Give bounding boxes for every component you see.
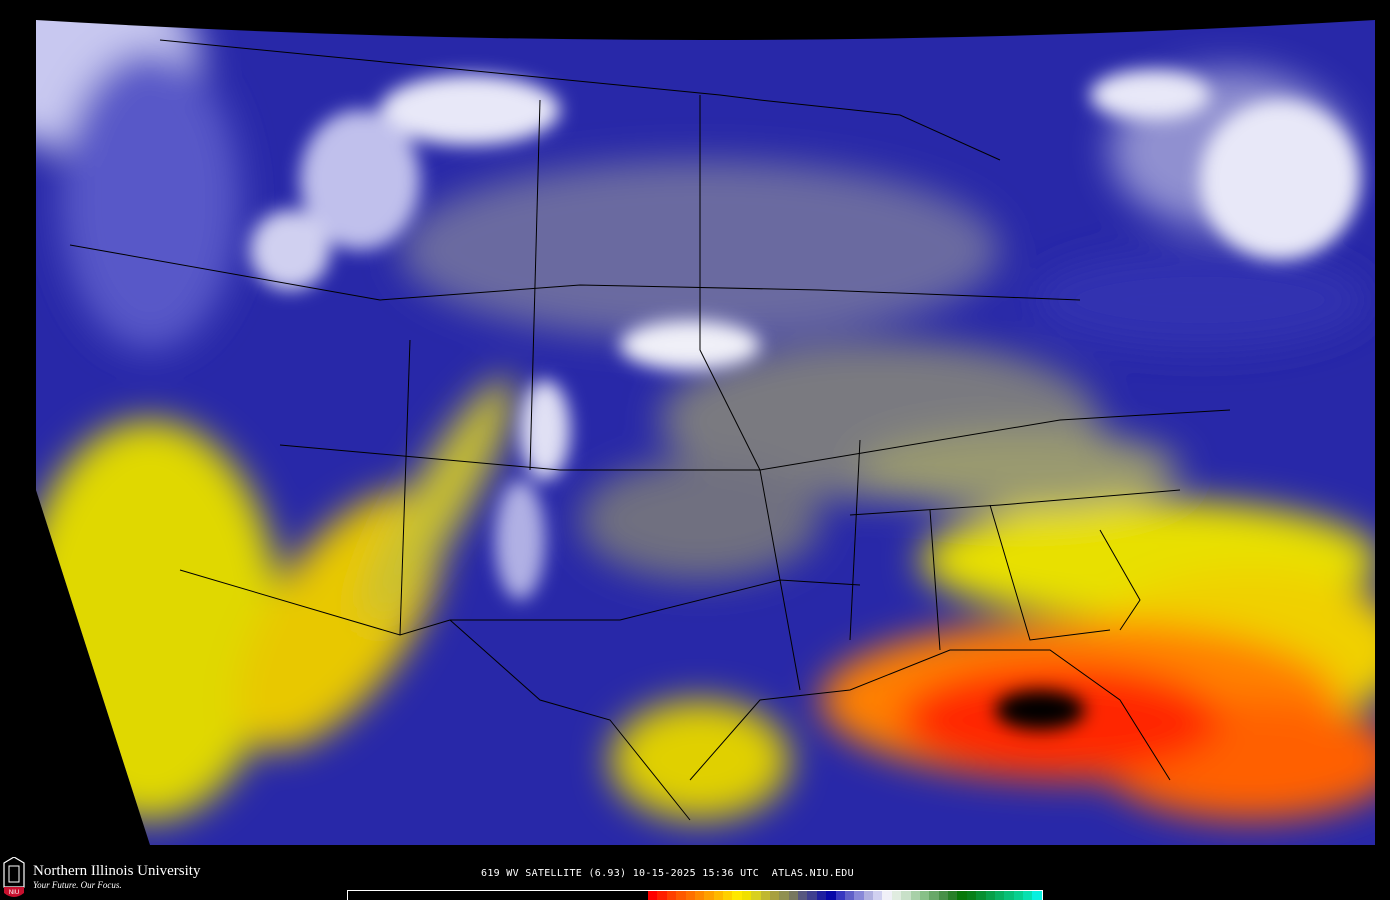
colorbar-segment [835, 891, 845, 900]
colorbar-segment [760, 891, 770, 900]
colorbar-segment [901, 891, 911, 900]
colorbar-segment [938, 891, 948, 900]
colorbar-segment [1032, 891, 1042, 900]
colorbar-segment [704, 891, 714, 900]
colorbar-segment [882, 891, 892, 900]
colorbar-segment [966, 891, 977, 900]
colorbar-segment [919, 891, 930, 900]
colorbar-segment [769, 891, 780, 900]
university-tagline: Your Future. Our Focus. [33, 880, 122, 890]
map-edge [36, 0, 1375, 40]
colorbar-blank-range [348, 891, 648, 900]
colorbar-segment [976, 891, 986, 900]
colorbar-segment [891, 891, 902, 900]
color-scale-bar [347, 890, 1043, 900]
colorbar-segment [648, 891, 658, 900]
colorbar-segment [741, 891, 752, 900]
colorbar-segment [863, 891, 873, 900]
colorbar-segment [779, 891, 789, 900]
colorbar-segment [854, 891, 864, 900]
colorbar-segment [676, 891, 686, 900]
colorbar-segment [929, 891, 939, 900]
colorbar-segment [957, 891, 967, 900]
colorbar-segment [948, 891, 958, 900]
water-vapor-satellite-map [36, 0, 1375, 845]
colorbar-segment [1004, 891, 1014, 900]
colorbar-segment [694, 891, 705, 900]
footer-bar: NIU Northern Illinois University Your Fu… [0, 845, 1390, 900]
niu-logo: NIU [3, 857, 25, 897]
colorbar-segment [985, 891, 995, 900]
colorbar-segment [798, 891, 808, 900]
colorbar-segment [685, 891, 695, 900]
colorbar-segment [723, 891, 733, 900]
colorbar-segment [751, 891, 761, 900]
colorbar-segment [994, 891, 1005, 900]
university-name: Northern Illinois University [33, 863, 201, 879]
colorbar-segment [816, 891, 827, 900]
image-caption: 619 WV SATELLITE (6.93) 10-15-2025 15:36… [481, 868, 854, 879]
colorbar-segment [910, 891, 920, 900]
colorbar-segment [657, 891, 667, 900]
colorbar-segment [844, 891, 855, 900]
colorbar-segment [807, 891, 817, 900]
colorbar-segment [873, 891, 883, 900]
colorbar-segment [1023, 891, 1033, 900]
colorbar-segment [826, 891, 836, 900]
colorbar-segment [713, 891, 723, 900]
svg-text:NIU: NIU [9, 890, 19, 896]
colorbar-segment [788, 891, 798, 900]
colorbar-segment [666, 891, 677, 900]
colorbar-segment [732, 891, 742, 900]
state-borders [69, 39, 1231, 821]
colorbar-segment [1013, 891, 1023, 900]
